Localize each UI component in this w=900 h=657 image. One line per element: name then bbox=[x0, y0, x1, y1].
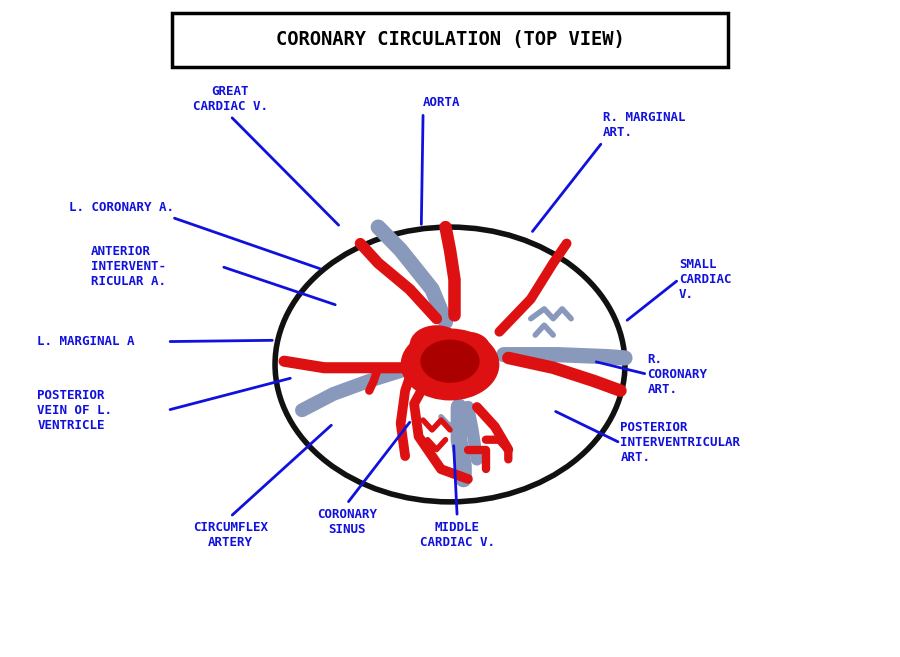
Text: AORTA: AORTA bbox=[423, 97, 461, 109]
Text: L. MARGINAL A: L. MARGINAL A bbox=[37, 335, 135, 348]
Circle shape bbox=[453, 357, 492, 386]
Text: ANTERIOR
INTERVENT-
RICULAR A.: ANTERIOR INTERVENT- RICULAR A. bbox=[91, 245, 166, 288]
Circle shape bbox=[410, 325, 464, 365]
Circle shape bbox=[400, 328, 500, 401]
Ellipse shape bbox=[275, 227, 625, 502]
Text: POSTERIOR
INTERVENTRICULAR
ART.: POSTERIOR INTERVENTRICULAR ART. bbox=[620, 422, 741, 464]
Circle shape bbox=[446, 332, 491, 365]
Circle shape bbox=[410, 355, 454, 388]
Text: CIRCUMFLEX
ARTERY: CIRCUMFLEX ARTERY bbox=[193, 522, 267, 549]
Text: SMALL
CARDIAC
V.: SMALL CARDIAC V. bbox=[679, 258, 732, 301]
Text: L. CORONARY A.: L. CORONARY A. bbox=[68, 201, 174, 214]
Text: R. MARGINAL
ART.: R. MARGINAL ART. bbox=[602, 111, 685, 139]
Text: MIDDLE
CARDIAC V.: MIDDLE CARDIAC V. bbox=[419, 522, 495, 549]
Circle shape bbox=[420, 340, 480, 383]
Text: R.
CORONARY
ART.: R. CORONARY ART. bbox=[647, 353, 707, 396]
Text: POSTERIOR
VEIN OF L.
VENTRICLE: POSTERIOR VEIN OF L. VENTRICLE bbox=[37, 389, 112, 432]
FancyBboxPatch shape bbox=[172, 13, 728, 67]
Text: CORONARY
SINUS: CORONARY SINUS bbox=[317, 509, 377, 536]
Text: GREAT
CARDIAC V.: GREAT CARDIAC V. bbox=[193, 85, 267, 112]
Text: CORONARY CIRCULATION (TOP VIEW): CORONARY CIRCULATION (TOP VIEW) bbox=[275, 30, 625, 49]
